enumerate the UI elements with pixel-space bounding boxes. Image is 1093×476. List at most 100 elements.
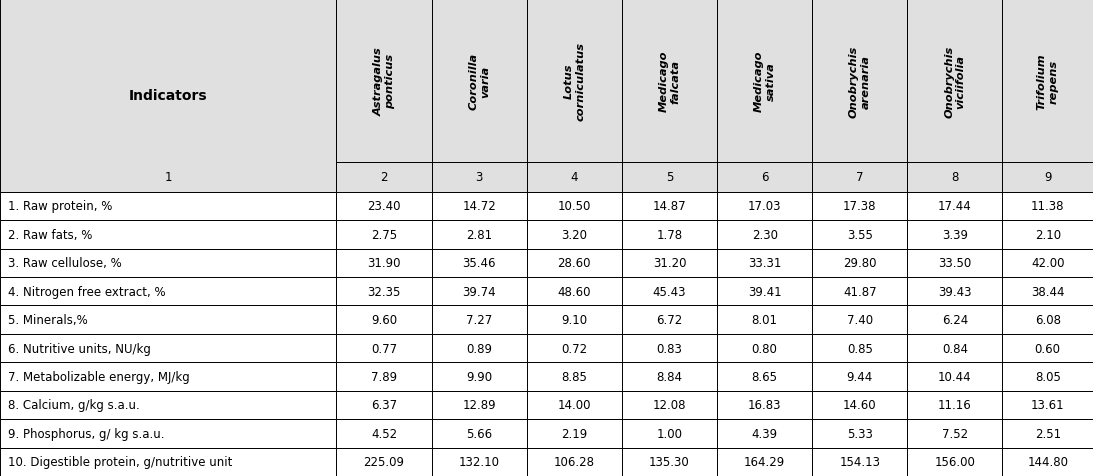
Bar: [337, 306, 432, 334]
Bar: [527, 363, 622, 391]
Text: 3.39: 3.39: [942, 228, 968, 241]
Text: Coronilla
varia: Coronilla varia: [469, 53, 490, 110]
Text: Onobrychis
viciifolia: Onobrychis viciifolia: [944, 45, 966, 118]
Text: Medicago
sativa: Medicago sativa: [754, 51, 775, 112]
Bar: [432, 447, 527, 476]
Text: 42.00: 42.00: [1031, 257, 1065, 270]
Bar: [337, 391, 432, 419]
Bar: [717, 221, 812, 249]
Bar: [622, 363, 717, 391]
Bar: [527, 249, 622, 278]
Bar: [622, 192, 717, 221]
Bar: [1002, 391, 1093, 419]
Text: 39.41: 39.41: [748, 285, 781, 298]
Bar: [337, 334, 432, 363]
Text: 33.50: 33.50: [938, 257, 972, 270]
Bar: [0, 221, 337, 249]
Text: 6.08: 6.08: [1035, 314, 1060, 327]
Text: 11.38: 11.38: [1031, 200, 1065, 213]
Text: 8.01: 8.01: [752, 314, 777, 327]
Bar: [337, 163, 432, 192]
Text: 12.89: 12.89: [462, 398, 496, 412]
Bar: [812, 278, 907, 306]
Bar: [717, 192, 812, 221]
Text: Trifolium
repens: Trifolium repens: [1037, 53, 1058, 109]
Text: 0.83: 0.83: [657, 342, 682, 355]
Bar: [1002, 163, 1093, 192]
Text: 5: 5: [666, 171, 673, 184]
Text: 4: 4: [571, 171, 578, 184]
Text: 225.09: 225.09: [364, 456, 404, 468]
Text: 5.33: 5.33: [847, 427, 872, 440]
Bar: [717, 334, 812, 363]
Text: 2. Raw fats, %: 2. Raw fats, %: [8, 228, 92, 241]
Text: 48.60: 48.60: [557, 285, 591, 298]
Text: 8.05: 8.05: [1035, 370, 1060, 383]
Text: 8.85: 8.85: [562, 370, 587, 383]
Bar: [622, 419, 717, 447]
Text: Medicago
falcata: Medicago falcata: [659, 51, 680, 112]
Bar: [907, 363, 1002, 391]
Bar: [622, 391, 717, 419]
Text: 7.52: 7.52: [942, 427, 968, 440]
Text: 0.84: 0.84: [942, 342, 968, 355]
Text: 6.24: 6.24: [942, 314, 968, 327]
Text: 1. Raw protein, %: 1. Raw protein, %: [8, 200, 111, 213]
Bar: [907, 278, 1002, 306]
Bar: [432, 391, 527, 419]
Bar: [1002, 447, 1093, 476]
Bar: [527, 163, 622, 192]
Text: 164.29: 164.29: [744, 456, 785, 468]
Text: 14.60: 14.60: [843, 398, 877, 412]
Text: 9.10: 9.10: [562, 314, 587, 327]
Text: 14.00: 14.00: [557, 398, 591, 412]
Bar: [907, 163, 1002, 192]
Text: 2.75: 2.75: [371, 228, 397, 241]
Bar: [812, 363, 907, 391]
Text: 9.44: 9.44: [847, 370, 873, 383]
Bar: [527, 334, 622, 363]
Bar: [337, 278, 432, 306]
Bar: [0, 363, 337, 391]
Text: 0.72: 0.72: [562, 342, 587, 355]
Text: 29.80: 29.80: [843, 257, 877, 270]
Text: 9. Phosphorus, g/ kg s.a.u.: 9. Phosphorus, g/ kg s.a.u.: [8, 427, 164, 440]
Text: 11.16: 11.16: [938, 398, 972, 412]
Text: 9.60: 9.60: [371, 314, 397, 327]
Text: 35.46: 35.46: [462, 257, 496, 270]
Bar: [527, 447, 622, 476]
Text: 3.55: 3.55: [847, 228, 872, 241]
Text: 0.85: 0.85: [847, 342, 872, 355]
Text: 14.87: 14.87: [653, 200, 686, 213]
Bar: [337, 447, 432, 476]
Text: 2.19: 2.19: [561, 427, 587, 440]
Bar: [812, 163, 907, 192]
Text: 3: 3: [475, 171, 483, 184]
Text: 3.20: 3.20: [562, 228, 587, 241]
Bar: [527, 306, 622, 334]
Bar: [337, 363, 432, 391]
Bar: [812, 192, 907, 221]
Bar: [907, 0, 1002, 163]
Text: 8. Calcium, g/kg s.a.u.: 8. Calcium, g/kg s.a.u.: [8, 398, 140, 412]
Text: Astragalus
ponticus: Astragalus ponticus: [373, 47, 395, 116]
Text: 23.40: 23.40: [367, 200, 401, 213]
Bar: [717, 0, 812, 163]
Text: 5.66: 5.66: [466, 427, 492, 440]
Bar: [1002, 249, 1093, 278]
Text: 0.80: 0.80: [752, 342, 777, 355]
Bar: [812, 447, 907, 476]
Bar: [432, 192, 527, 221]
Text: 41.87: 41.87: [843, 285, 877, 298]
Bar: [907, 249, 1002, 278]
Bar: [622, 334, 717, 363]
Bar: [337, 0, 432, 163]
Bar: [622, 0, 717, 163]
Bar: [432, 363, 527, 391]
Text: 1: 1: [164, 171, 172, 184]
Text: 132.10: 132.10: [459, 456, 500, 468]
Bar: [1002, 419, 1093, 447]
Text: 6: 6: [761, 171, 768, 184]
Text: 9: 9: [1044, 171, 1051, 184]
Bar: [1002, 192, 1093, 221]
